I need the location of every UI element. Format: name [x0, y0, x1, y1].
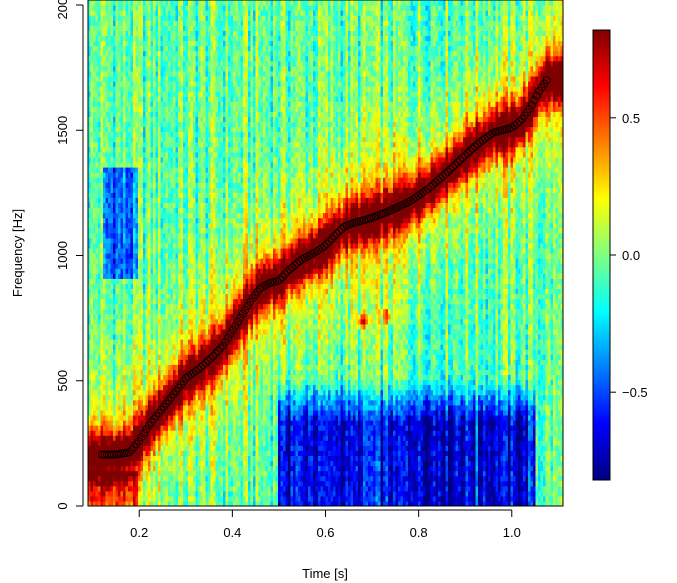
plot-area [88, 0, 564, 507]
heatmap-cells [88, 0, 564, 507]
